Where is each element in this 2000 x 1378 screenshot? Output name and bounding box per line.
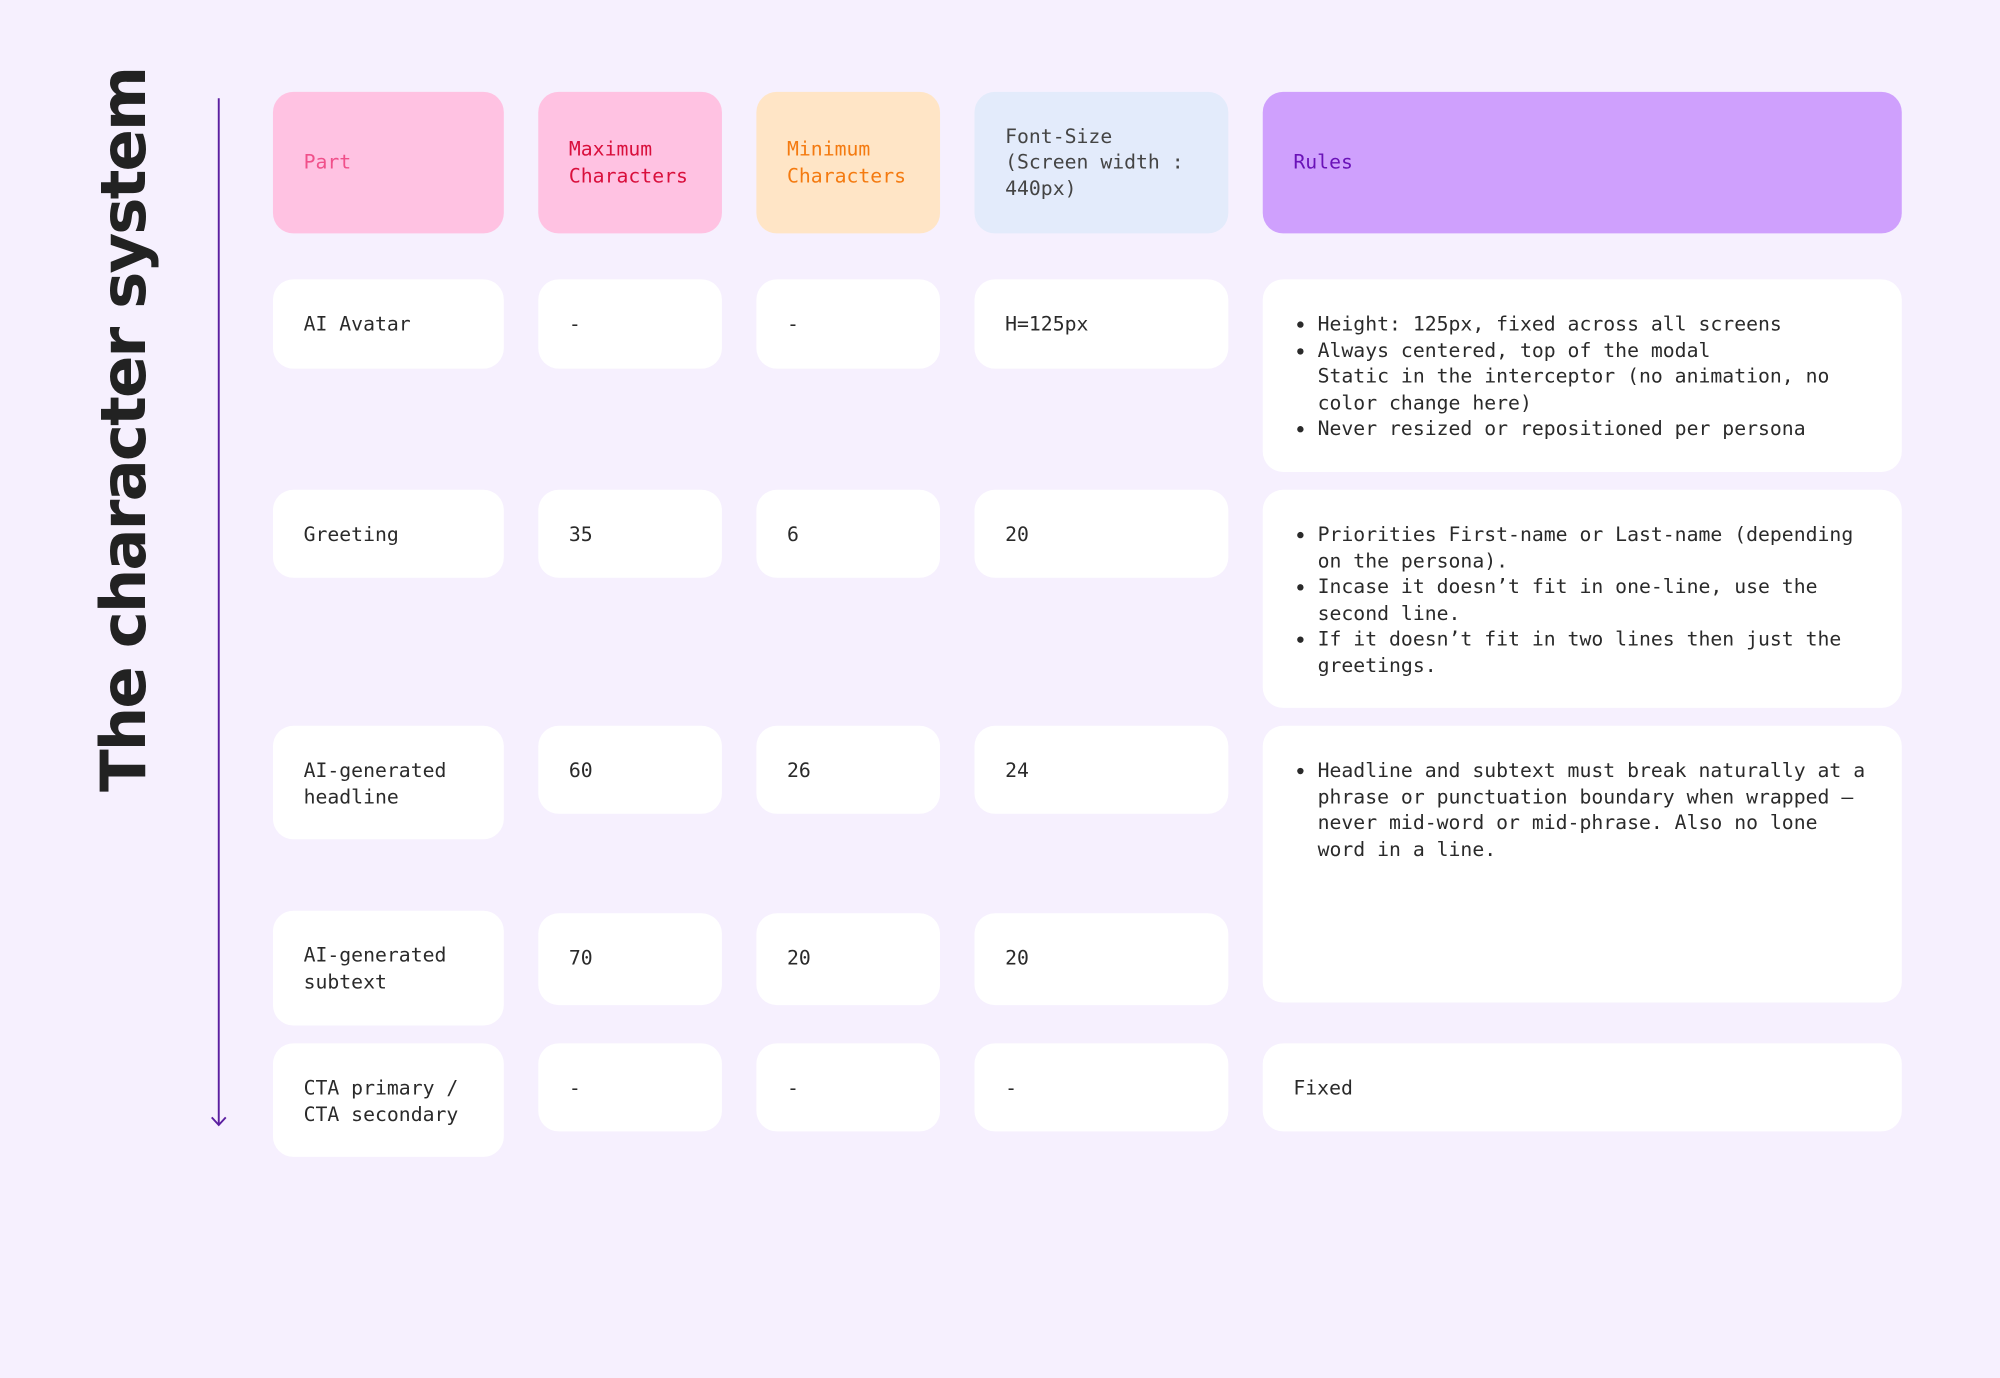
table-cell: AI-generated subtext [272,910,504,1026]
table-cell: CTA primary / CTA secondary [272,1043,504,1157]
rule-item: Height: 125px, fixed across all screens [1318,311,1872,337]
table-cell: 35 [538,489,722,578]
rule-item: Incase it doesn’t fit in one-line, use t… [1318,574,1872,626]
column-header: Rules [1262,91,1902,234]
rule-item: Always centered, top of the modal Static… [1318,337,1872,415]
rules-list: Height: 125px, fixed across all screensA… [1295,311,1872,442]
table-cell: H=125px [974,279,1229,369]
table-cell: 20 [756,913,941,1006]
rule-item: If it doesn’t fit in two lines then just… [1318,626,1872,678]
rule-item: Priorities First-name or Last-name (depe… [1318,522,1872,574]
table-cell: 60 [538,725,722,814]
timeline-arrow [211,98,227,1127]
table-cell: 26 [756,725,941,814]
table-cell: - [756,279,941,369]
column-header: Part [272,91,504,234]
table-cell: - [538,279,722,369]
table-cell: 20 [974,913,1229,1006]
rule-item: Never resized or repositioned per person… [1318,416,1872,442]
table-cell: - [756,1043,941,1132]
table-cell: Greeting [272,489,504,578]
page-title: The character system [87,67,161,792]
table-cell: 20 [974,489,1229,578]
table-cell: - [974,1043,1229,1132]
rules-cell: Headline and subtext must break naturall… [1262,725,1902,1003]
rules-list: Priorities First-name or Last-name (depe… [1295,522,1872,679]
table-cell: 24 [974,725,1229,814]
table-cell: 6 [756,489,941,578]
rules-cell: Height: 125px, fixed across all screensA… [1262,279,1902,472]
table-cell: - [538,1043,722,1132]
rules-cell: Fixed [1262,1043,1902,1132]
column-header: Maximum Characters [538,91,722,234]
column-header: Minimum Characters [756,91,941,234]
rules-cell: Priorities First-name or Last-name (depe… [1262,489,1902,708]
rules-list: Headline and subtext must break naturall… [1295,758,1872,863]
table-cell: 70 [538,913,722,1006]
table-cell: AI Avatar [272,279,504,369]
column-header: Font-Size (Screen width : 440px) [974,91,1229,234]
rule-item: Headline and subtext must break naturall… [1318,758,1872,863]
table-cell: AI-generated headline [272,725,504,840]
